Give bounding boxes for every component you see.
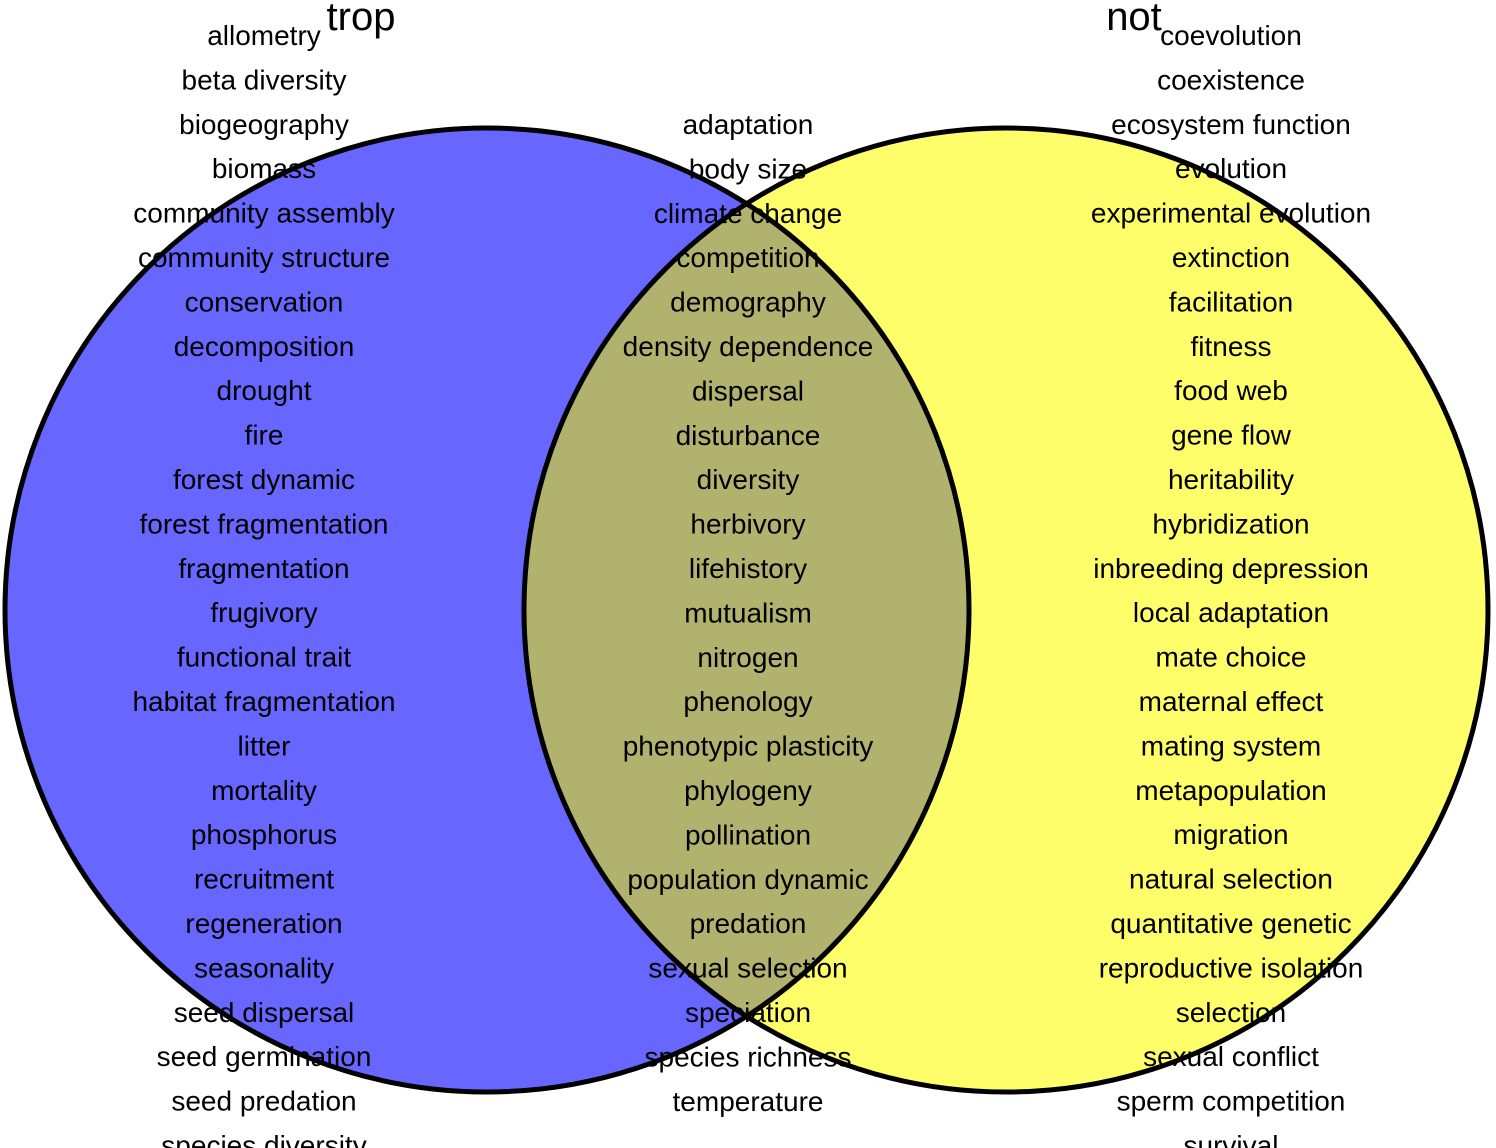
term-right-item: inbreeding depression [1093, 553, 1369, 584]
term-shared-item: phylogeny [684, 775, 812, 806]
term-left-item: conservation [185, 286, 344, 317]
term-right-item: natural selection [1129, 864, 1333, 895]
term-left-item: allometry [207, 20, 321, 51]
term-right-item: ecosystem function [1111, 109, 1351, 140]
term-left-item: habitat fragmentation [132, 686, 395, 717]
term-right-item: maternal effect [1139, 686, 1324, 717]
term-shared-item: population dynamic [627, 864, 868, 895]
term-left-item: drought [217, 375, 312, 406]
term-shared-item: sexual selection [648, 953, 847, 984]
term-shared-item: predation [690, 908, 807, 939]
term-right-item: migration [1173, 819, 1288, 850]
term-right-item: survival [1184, 1130, 1279, 1148]
term-left-item: beta diversity [182, 64, 347, 95]
term-list-trop: allometry beta diversity biogeography bioma… [132, 20, 395, 1148]
term-right-item: mating system [1141, 730, 1322, 761]
term-shared-item: lifehistory [689, 553, 807, 584]
term-left-item: community assembly [133, 198, 394, 229]
term-list-shared: adaptation body size climate change competi… [623, 109, 874, 1117]
term-right-item: coexistence [1157, 64, 1305, 95]
term-left-item: fire [245, 420, 284, 451]
term-right-item: extinction [1172, 242, 1290, 273]
term-shared-item: phenology [683, 686, 812, 717]
term-shared-item: speciation [685, 997, 811, 1028]
term-right-item: metapopulation [1135, 775, 1326, 806]
set-outline-not [521, 125, 1491, 1095]
term-shared-item: dispersal [692, 375, 804, 406]
term-right-item: food web [1174, 375, 1288, 406]
term-shared-item: body size [689, 153, 807, 184]
term-right-item: fitness [1191, 331, 1272, 362]
term-left-item: seed dispersal [174, 997, 355, 1028]
term-right-item: reproductive isolation [1099, 952, 1364, 983]
term-left-item: litter [238, 730, 291, 761]
term-right-item: experimental evolution [1091, 198, 1371, 229]
term-shared-item: competition [676, 242, 819, 273]
term-shared-item: disturbance [676, 420, 821, 451]
term-shared-item: herbivory [690, 509, 805, 540]
term-left-item: forest dynamic [173, 464, 355, 495]
term-left-item: mortality [211, 775, 317, 806]
term-right-item: sperm competition [1117, 1086, 1346, 1117]
term-right-item: local adaptation [1133, 597, 1329, 628]
set-overlap-region [524, 128, 969, 1092]
term-left-item: phosphorus [191, 819, 337, 850]
set-outline-trop [2, 125, 972, 1095]
term-shared-item: pollination [685, 819, 811, 850]
term-left-item: forest fragmentation [139, 508, 388, 539]
term-left-item: biomass [212, 153, 316, 184]
term-shared-item: phenotypic plasticity [623, 731, 874, 762]
term-left-item: decomposition [174, 331, 355, 362]
term-left-item: seed germination [157, 1041, 372, 1072]
term-shared-item: mutualism [684, 597, 812, 628]
term-list-not: coevolution coexistence ecosystem function… [1091, 20, 1371, 1148]
term-right-item: quantitative genetic [1110, 908, 1351, 939]
set-title-trop: trop [327, 0, 396, 39]
term-left-item: functional trait [177, 642, 352, 673]
term-right-item: selection [1176, 997, 1287, 1028]
term-shared-item: nitrogen [697, 642, 798, 673]
term-right-item: hybridization [1152, 508, 1309, 539]
term-shared-item: diversity [697, 464, 800, 495]
term-right-item: gene flow [1171, 420, 1292, 451]
term-left-item: biogeography [179, 109, 349, 140]
term-shared-item: density dependence [623, 331, 874, 362]
term-left-item: recruitment [194, 864, 334, 895]
term-right-item: facilitation [1169, 286, 1294, 317]
term-right-item: evolution [1175, 153, 1287, 184]
term-shared-item: demography [670, 287, 826, 318]
term-shared-item: species richness [645, 1041, 852, 1072]
term-left-item: fragmentation [178, 553, 349, 584]
term-left-item: species diversity [161, 1130, 366, 1148]
term-left-item: frugivory [210, 597, 317, 628]
term-right-item: sexual conflict [1143, 1041, 1319, 1072]
set-title-not: not [1106, 0, 1162, 39]
term-right-item: coevolution [1160, 20, 1302, 51]
term-right-item: mate choice [1156, 642, 1307, 673]
term-left-item: community structure [138, 242, 390, 273]
term-left-item: seasonality [194, 952, 334, 983]
term-right-item: heritability [1168, 464, 1294, 495]
term-shared-item: adaptation [683, 109, 814, 140]
term-left-item: seed predation [171, 1086, 356, 1117]
term-shared-item: climate change [654, 198, 842, 229]
term-shared-item: temperature [673, 1086, 824, 1117]
term-left-item: regeneration [185, 908, 342, 939]
